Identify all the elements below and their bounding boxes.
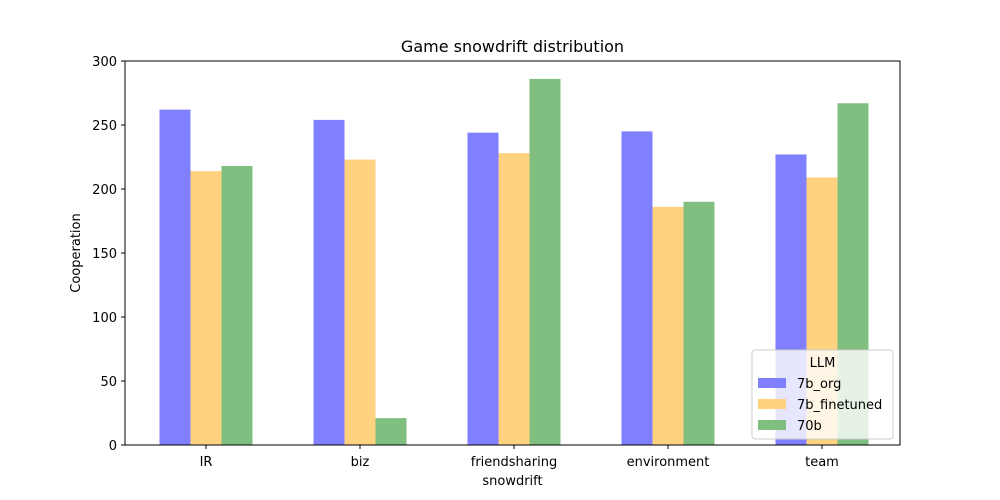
- x-tick-label: biz: [351, 455, 370, 470]
- y-tick-label: 0: [109, 439, 117, 454]
- bar-7b_org-friendsharing: [467, 132, 499, 445]
- y-tick-label: 250: [92, 119, 117, 134]
- x-tick-label: environment: [627, 455, 710, 470]
- legend-box: [751, 349, 894, 440]
- y-tick-label: 150: [92, 247, 117, 262]
- bar-7b_finetuned-IR: [190, 171, 222, 445]
- y-tick-label: 100: [92, 311, 117, 326]
- legend: LLM 7b_org 7b_finetuned 70b: [751, 349, 894, 440]
- y-tick-label: 200: [92, 183, 117, 198]
- legend-swatch-70b: [758, 420, 786, 430]
- bar-70b-IR: [221, 165, 253, 445]
- bar-7b_org-environment: [621, 131, 653, 445]
- plot-frame: [124, 60, 901, 446]
- x-tick-label: friendsharing: [471, 455, 557, 470]
- legend-title: LLM: [810, 356, 836, 371]
- chart-title: Game snowdrift distribution: [401, 37, 624, 56]
- x-axis: IR biz friendsharing environment team: [200, 445, 839, 470]
- bar-7b_finetuned-friendsharing: [498, 153, 530, 445]
- bar-7b_finetuned-biz: [344, 159, 376, 445]
- y-tick-label: 50: [100, 375, 117, 390]
- bar-70b-biz: [375, 418, 407, 445]
- legend-swatch-7b_finetuned: [758, 399, 786, 409]
- y-tick-label: 300: [92, 55, 117, 70]
- y-axis-label: Cooperation: [69, 213, 84, 292]
- y-axis: 0 50 100 150 200 250 300: [92, 55, 125, 454]
- bar-70b-environment: [683, 201, 715, 445]
- bar-7b_org-biz: [313, 119, 345, 445]
- x-tick-label: IR: [200, 455, 213, 470]
- legend-label-7b_org: 7b_org: [797, 377, 841, 392]
- bar-7b_finetuned-environment: [652, 206, 684, 445]
- legend-swatch-7b_org: [758, 378, 786, 388]
- bar-70b-friendsharing: [529, 78, 561, 446]
- legend-label-70b: 70b: [797, 419, 822, 434]
- legend-label-7b_finetuned: 7b_finetuned: [797, 398, 882, 413]
- x-tick-label: team: [805, 455, 839, 470]
- x-axis-label: snowdrift: [482, 474, 542, 489]
- bar-7b_org-IR: [159, 109, 191, 445]
